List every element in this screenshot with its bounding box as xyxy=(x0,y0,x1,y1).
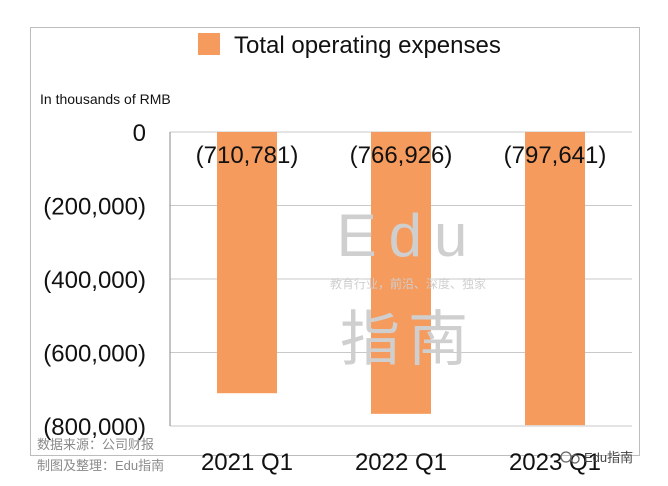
x-tick-labels: 2021 Q1 2022 Q1 2023 Q1 xyxy=(201,449,601,476)
data-label: (797,641) xyxy=(504,142,607,169)
bar xyxy=(525,132,585,426)
bar xyxy=(371,132,431,414)
data-label: (710,781) xyxy=(196,142,299,169)
wechat-icon-small xyxy=(570,454,580,464)
y-tick-label: (400,000) xyxy=(43,267,146,294)
wechat-logo: Edu指南 xyxy=(560,450,633,465)
data-labels: (710,781) (766,926) (797,641) xyxy=(196,142,607,169)
legend: Total operating expenses xyxy=(198,32,501,59)
legend-label: Total operating expenses xyxy=(234,32,501,59)
watermark-title: Edu xyxy=(337,202,480,269)
y-tick-labels: 0 (200,000) (400,000) (600,000) (800,000) xyxy=(43,120,146,441)
source-credit-line-1: 数据来源：公司财报 xyxy=(37,437,154,452)
y-tick-label: (600,000) xyxy=(43,341,146,368)
legend-swatch xyxy=(198,33,220,55)
source-credit-line-2: 制图及整理：Edu指南 xyxy=(37,458,164,473)
y-axis-label: In thousands of RMB xyxy=(40,91,171,107)
x-tick-label: 2022 Q1 xyxy=(355,449,447,476)
bar xyxy=(217,132,277,394)
y-tick-label: (800,000) xyxy=(43,414,146,441)
x-tick-label: 2023 Q1 xyxy=(509,449,601,476)
watermark-subtitle: 指南 xyxy=(340,306,476,373)
bar-series xyxy=(217,132,585,426)
y-tick-label: (200,000) xyxy=(43,194,146,221)
watermark-tagline: 教育行业，前沿、深度、独家 xyxy=(330,276,486,291)
y-tick-label: 0 xyxy=(133,120,146,147)
logo-text: Edu指南 xyxy=(584,450,633,465)
data-label: (766,926) xyxy=(350,142,453,169)
x-tick-label: 2021 Q1 xyxy=(201,449,293,476)
watermark: Edu 教育行业，前沿、深度、独家 指南 xyxy=(330,202,486,373)
